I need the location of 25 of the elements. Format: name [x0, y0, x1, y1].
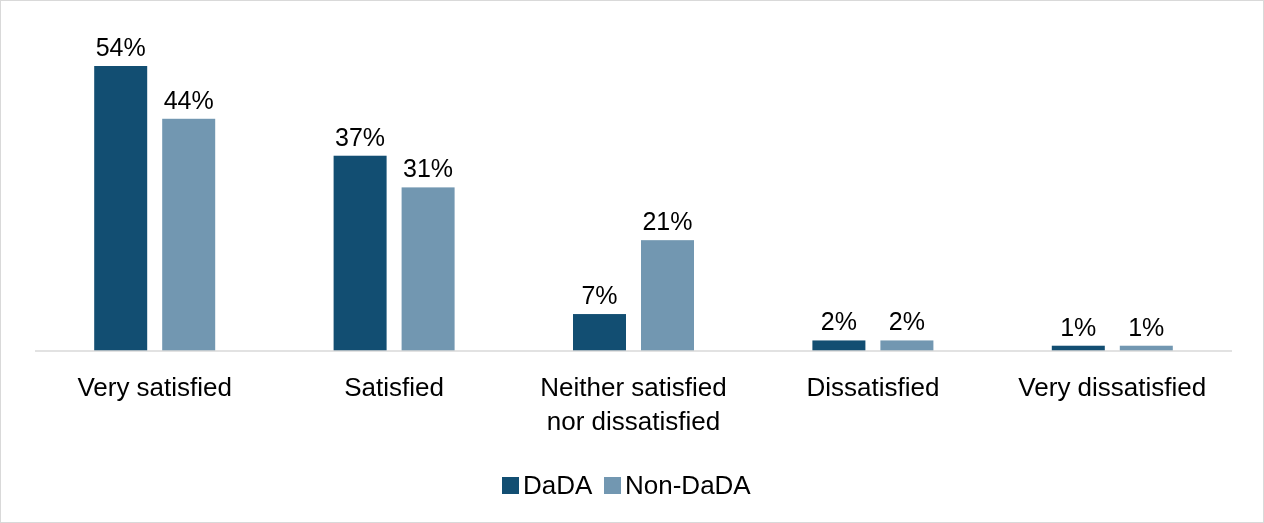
data-label: 1%: [1060, 312, 1097, 341]
bar: [573, 314, 626, 351]
bar: [880, 340, 934, 351]
data-label: 7%: [581, 281, 618, 310]
data-label: 2%: [820, 307, 857, 336]
x-tick-label: Dissatisfied: [806, 372, 940, 402]
bar: [812, 340, 866, 351]
bar: [641, 240, 694, 351]
bar: [162, 118, 216, 351]
data-label: 44%: [163, 85, 214, 114]
x-tick-label: Very satisfied: [77, 372, 233, 402]
data-label: 21%: [642, 207, 693, 236]
x-tick-label: Satisfied: [344, 372, 444, 402]
x-tick-label: Very dissatisfied: [1018, 372, 1207, 402]
bar: [333, 155, 387, 351]
bar: [401, 187, 455, 351]
bar: [94, 66, 148, 351]
legend-label: Non-DaDA: [625, 470, 752, 500]
data-label: 37%: [335, 122, 386, 151]
x-tick-label: Neither satisfied nor dissatisfied: [540, 372, 727, 436]
data-label: 2%: [888, 307, 925, 336]
data-label: 1%: [1128, 312, 1165, 341]
data-label: 31%: [403, 154, 454, 183]
data-label: 54%: [95, 33, 146, 61]
legend-label: DaDA: [523, 470, 594, 500]
